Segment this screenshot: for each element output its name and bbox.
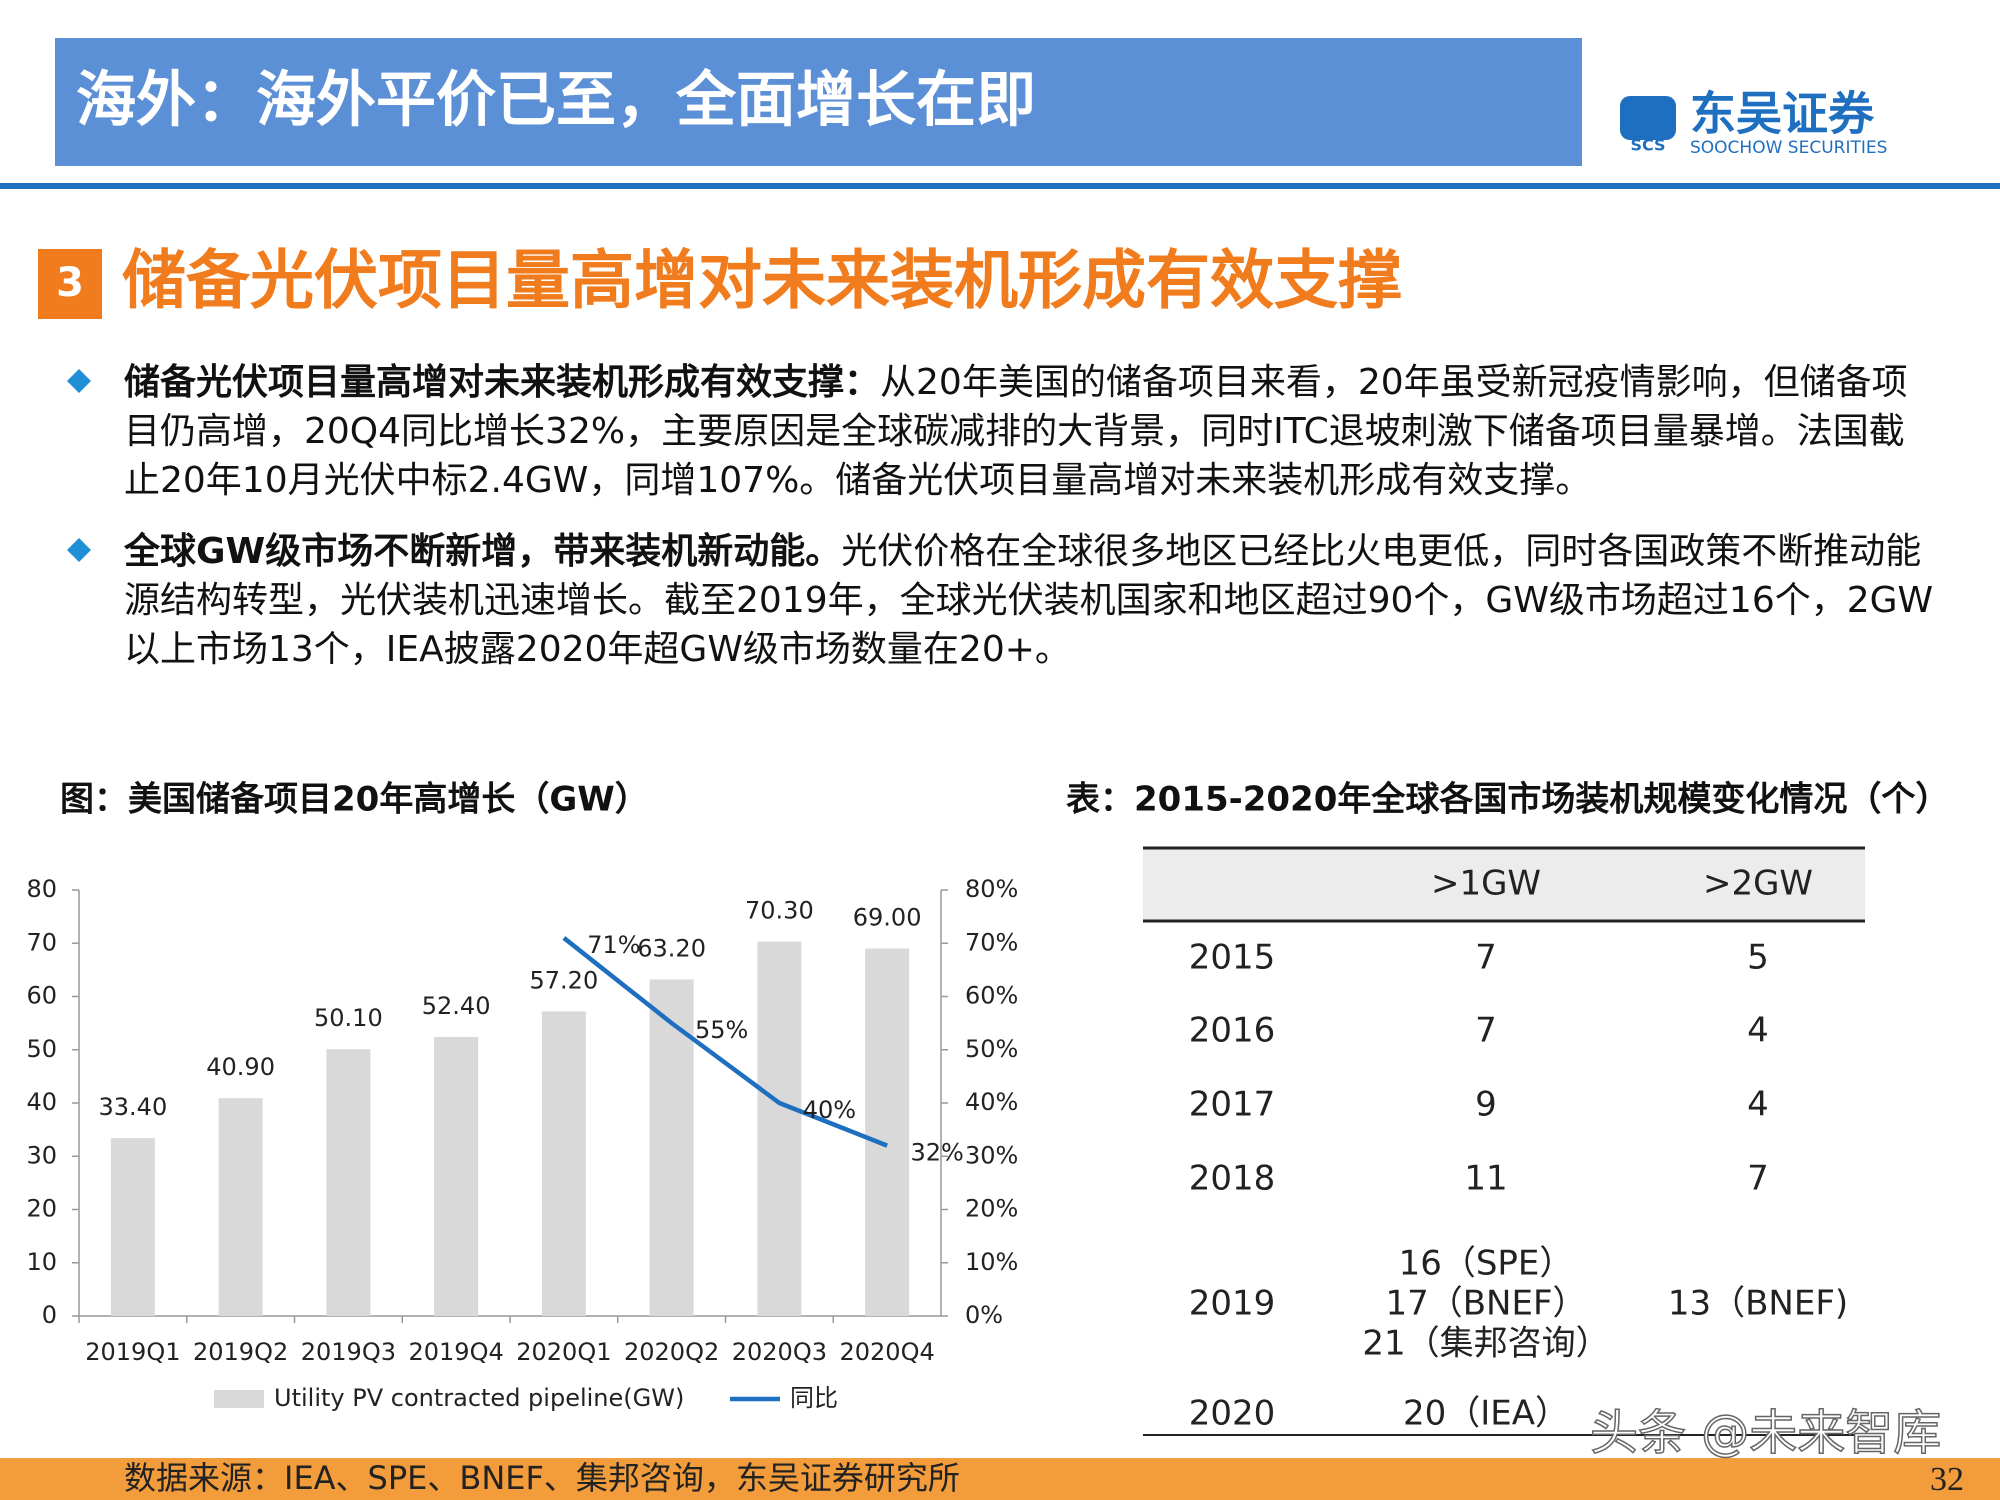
y2-tick-label: 70% — [965, 928, 1018, 956]
bar — [218, 1098, 263, 1316]
footer-bar — [0, 1458, 2000, 1500]
y2-tick-label: 40% — [965, 1088, 1018, 1116]
bar — [541, 1011, 586, 1316]
legend-label: Utility PV contracted pipeline(GW) — [274, 1384, 684, 1412]
watermark: 头条 @未来智库 — [1590, 1405, 1941, 1461]
line-value-label: 55% — [695, 1016, 748, 1044]
bullet-text: 储备光伏项目量高增对未来装机形成有效支撑：从20年美国的储备项目来看，20年虽受… — [124, 358, 1934, 505]
table-cell: 2018 — [1189, 1159, 1276, 1199]
table-cell: 4 — [1747, 1011, 1769, 1051]
bar-value-label: 69.00 — [853, 904, 922, 932]
chart-title: 图：美国储备项目20年高增长（GW） — [60, 780, 649, 820]
y-tick-label: 50 — [26, 1035, 57, 1063]
line — [562, 936, 888, 1148]
source-note: 数据来源：IEA、SPE、BNEF、集邦咨询，东吴证券研究所 — [124, 1459, 960, 1497]
y-tick-label: 0 — [42, 1301, 57, 1329]
y-tick-label: 10 — [26, 1248, 57, 1276]
bar — [649, 979, 694, 1316]
x-tick-label: 2020Q1 — [516, 1338, 611, 1366]
y-tick-label: 20 — [26, 1195, 57, 1223]
bullet-text: 全球GW级市场不断新增，带来装机新动能。光伏价格在全球很多地区已经比火电更低，同… — [124, 527, 1934, 674]
bar-value-label: 52.40 — [422, 992, 491, 1020]
table-cell: 16（SPE） — [1399, 1244, 1574, 1284]
table-cell: 7 — [1475, 938, 1497, 978]
table-cell: 2015 — [1189, 938, 1276, 978]
y2-tick-label: 20% — [965, 1195, 1018, 1223]
section-number: 3 — [56, 260, 84, 306]
table-cell: 5 — [1747, 938, 1769, 978]
bar-value-label: 57.20 — [530, 966, 599, 994]
table-cell: 21（集邦咨询） — [1362, 1324, 1609, 1364]
page-number: 32 — [1930, 1461, 1964, 1498]
bar — [434, 1036, 479, 1316]
x-tick-label: 2019Q1 — [85, 1338, 180, 1366]
bar-value-label: 50.10 — [314, 1004, 383, 1032]
logo-en: SOOCHOW SECURITIES — [1690, 138, 1887, 158]
table-header: >2GW — [1703, 864, 1813, 904]
bar — [326, 1049, 371, 1316]
table-cell: 2017 — [1189, 1085, 1276, 1125]
bar-value-label: 40.90 — [206, 1053, 275, 1081]
table-cell: 13（BNEF) — [1668, 1284, 1848, 1324]
x-tick-label: 2020Q4 — [840, 1338, 935, 1366]
y2-tick-label: 50% — [965, 1035, 1018, 1063]
bar-value-label: 63.20 — [637, 934, 706, 962]
bar-value-label: 70.30 — [745, 897, 814, 925]
section-badge — [38, 249, 102, 319]
y2-tick-label: 60% — [965, 982, 1018, 1010]
y-tick-label: 60 — [26, 982, 57, 1010]
legend-label: 同比 — [790, 1384, 838, 1412]
y2-tick-label: 0% — [965, 1301, 1003, 1329]
bar — [757, 941, 802, 1316]
line-value-label: 32% — [910, 1139, 963, 1167]
bullet-body: 从20年美国的储备项目来看，20年虽受新冠疫情影响，但储备项目仍高增，20Q4同… — [124, 362, 1908, 501]
y-tick-label: 70 — [26, 928, 57, 956]
bullet-diamond — [67, 369, 91, 393]
bar — [110, 1138, 155, 1316]
bullet-lead: 储备光伏项目量高增对未来装机形成有效支撑： — [124, 362, 881, 403]
bar-value-label: 33.40 — [99, 1093, 168, 1121]
header-bar — [55, 38, 1582, 166]
bar — [865, 948, 910, 1316]
logo-icon — [1620, 96, 1676, 140]
bullet-body: 光伏价格在全球很多地区已经比火电更低，同时各国政策不断推动能源结构转型，光伏装机… — [124, 531, 1934, 670]
x-tick-label: 2020Q3 — [732, 1338, 827, 1366]
header-title: 海外：海外平价已至，全面增长在即 — [76, 66, 1036, 136]
table-title: 表：2015-2020年全球各国市场装机规模变化情况（个） — [1066, 780, 1949, 820]
logo-name: 东吴证券 — [1690, 87, 1875, 141]
y-tick-label: 30 — [26, 1141, 57, 1169]
y2-tick-label: 10% — [965, 1248, 1018, 1276]
header-rule — [0, 183, 2000, 189]
table-cell: 7 — [1747, 1159, 1769, 1199]
line-value-label: 71% — [587, 931, 640, 959]
legend-swatch — [214, 1390, 264, 1408]
table-cell: 2019 — [1189, 1284, 1276, 1324]
y-tick-label: 80 — [26, 875, 57, 903]
table-cell: 2020 — [1189, 1394, 1276, 1434]
logo-mark: SCS — [1630, 136, 1665, 155]
table-header: >1GW — [1431, 864, 1541, 904]
table-cell: 9 — [1475, 1085, 1497, 1125]
bullet-lead: 全球GW级市场不断新增，带来装机新动能。 — [124, 531, 842, 572]
y2-tick-label: 80% — [965, 875, 1018, 903]
table-header-bg — [1143, 848, 1865, 921]
table-cell: 17（BNEF） — [1385, 1284, 1586, 1324]
y-tick-label: 40 — [26, 1088, 57, 1116]
bullet-diamond — [67, 538, 91, 562]
x-tick-label: 2019Q4 — [409, 1338, 504, 1366]
x-tick-label: 2019Q3 — [301, 1338, 396, 1366]
table-cell: 7 — [1475, 1011, 1497, 1051]
x-tick-label: 2019Q2 — [193, 1338, 288, 1366]
line-value-label: 40% — [803, 1096, 856, 1124]
x-tick-label: 2020Q2 — [624, 1338, 719, 1366]
table-cell: 4 — [1747, 1085, 1769, 1125]
y2-tick-label: 30% — [965, 1141, 1018, 1169]
section-title: 储备光伏项目量高增对未来装机形成有效支撑 — [122, 245, 1402, 319]
table-cell: 20（IEA） — [1403, 1394, 1569, 1434]
table-cell: 11 — [1464, 1159, 1507, 1199]
table-cell: 2016 — [1189, 1011, 1276, 1051]
